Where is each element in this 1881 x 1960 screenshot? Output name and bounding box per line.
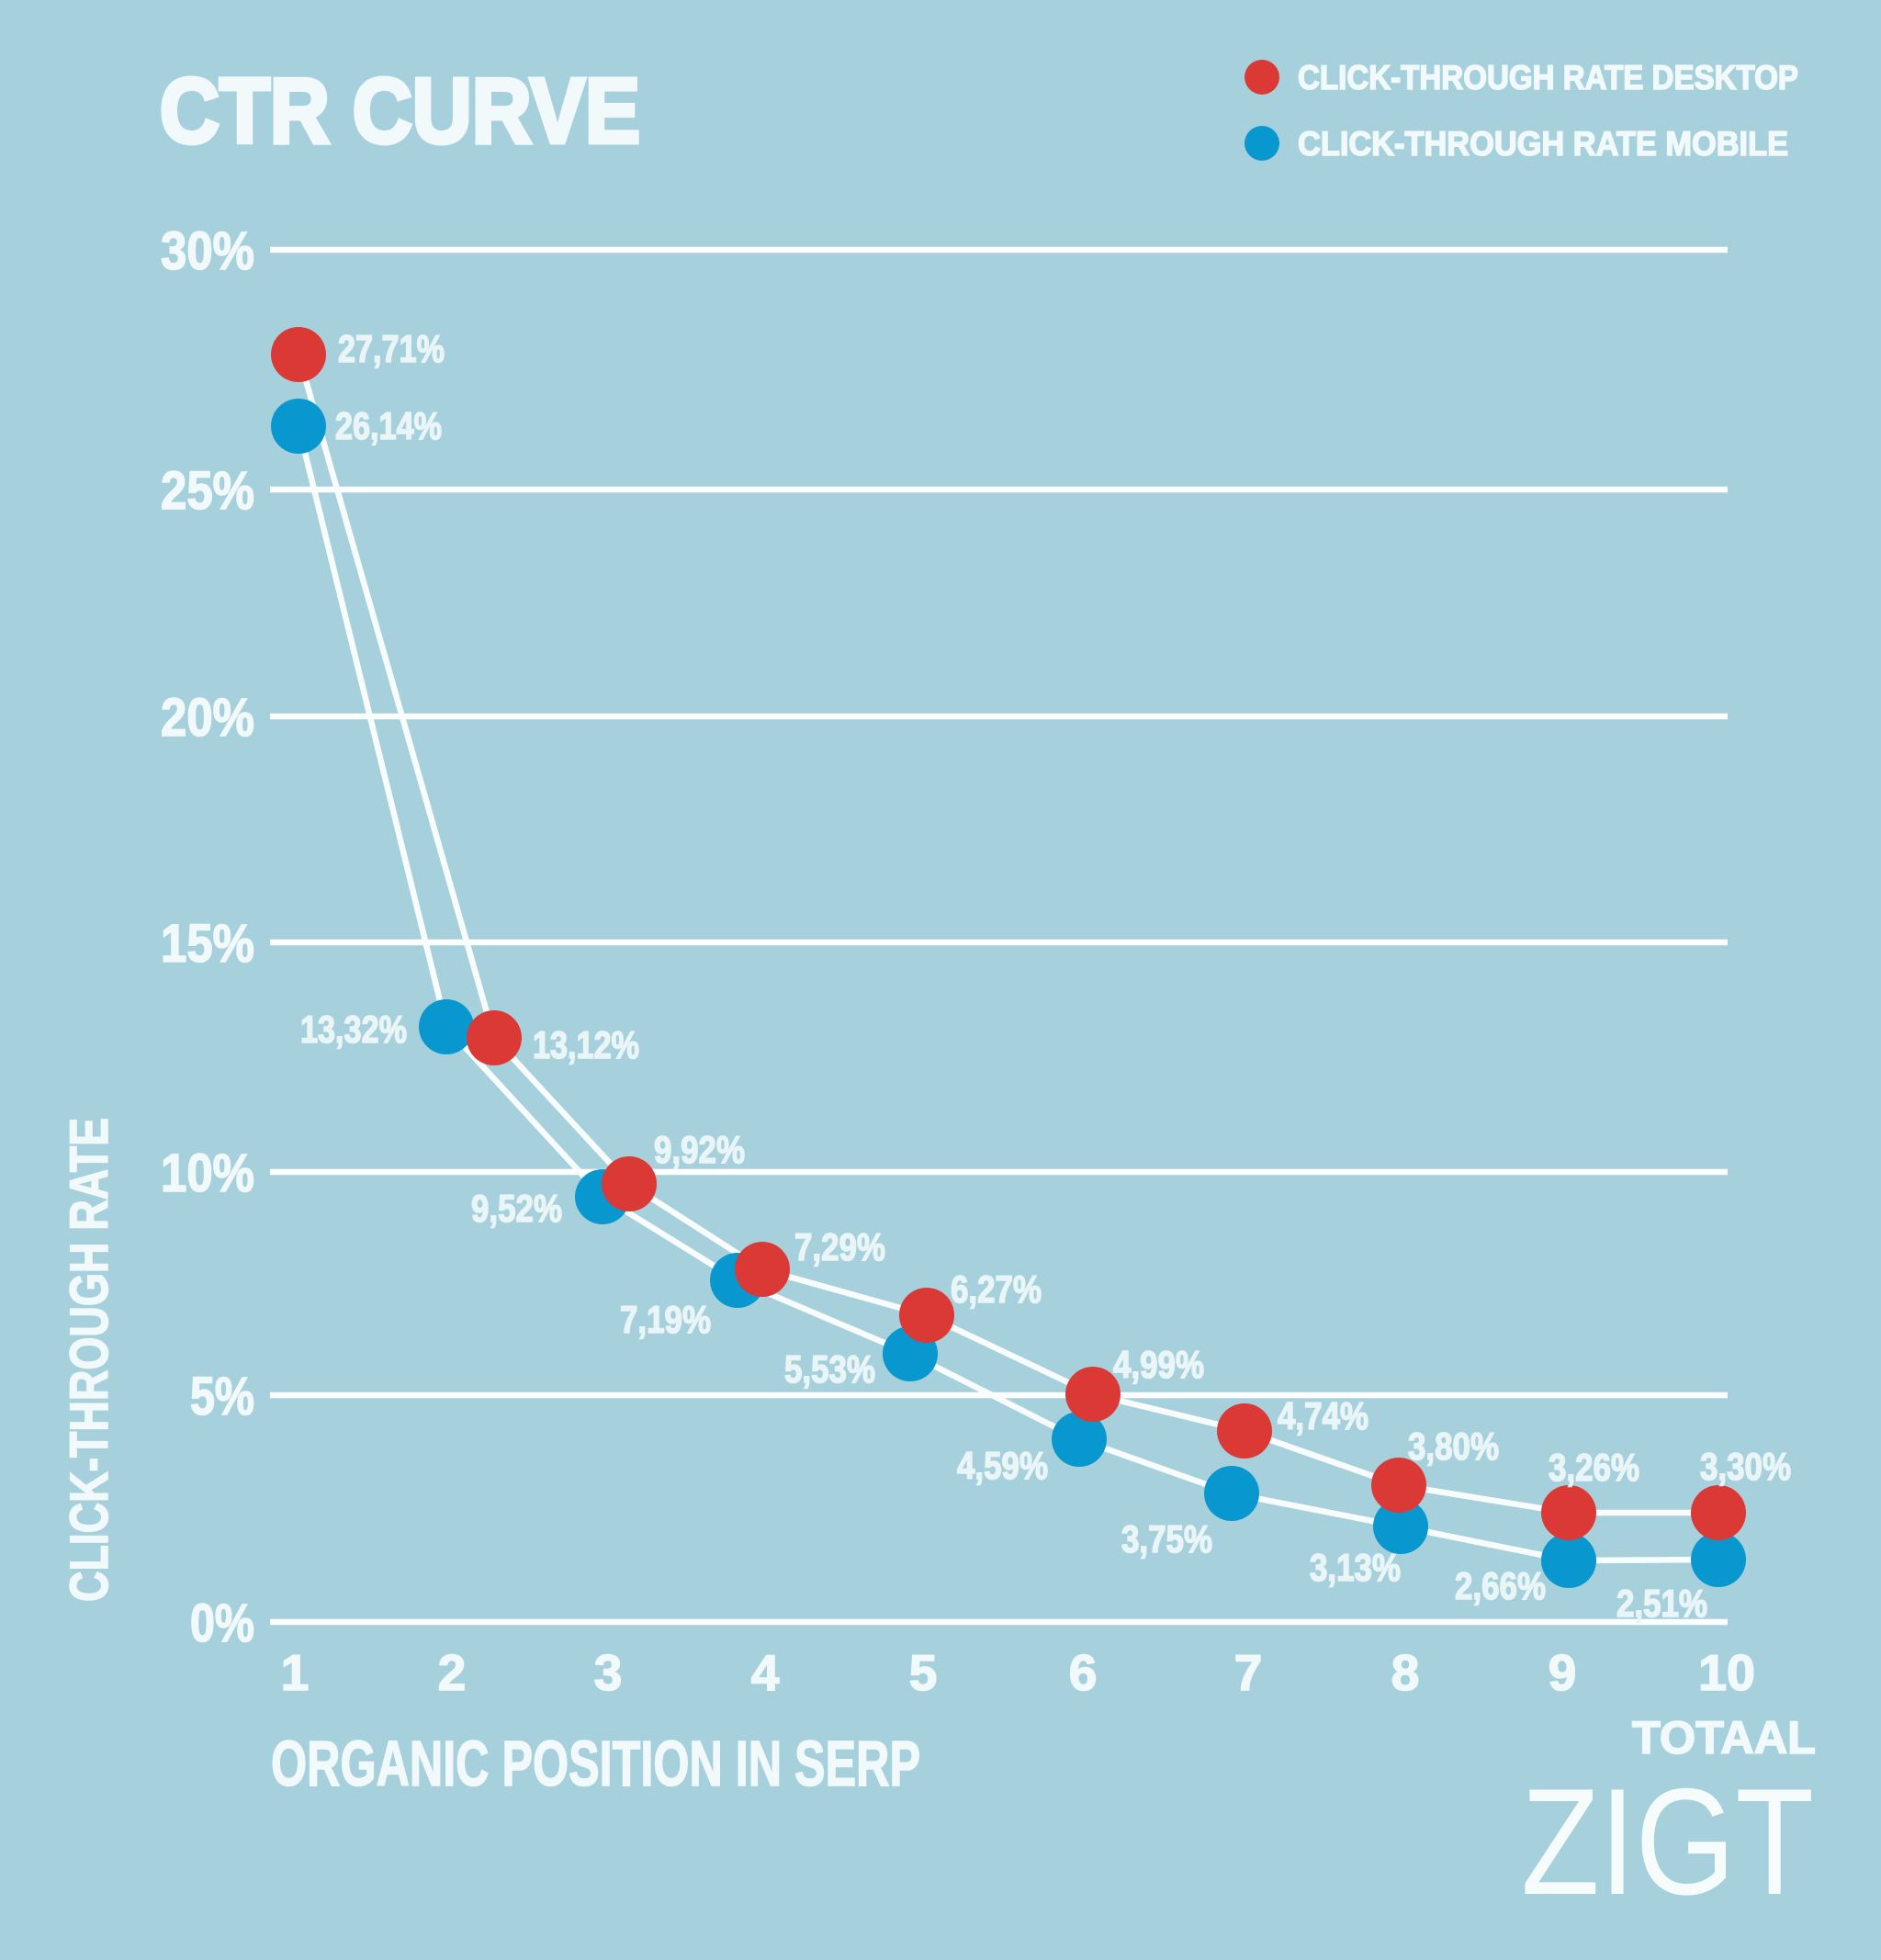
svg-text:9,52%: 9,52%	[471, 1187, 562, 1230]
svg-text:7: 7	[1234, 1644, 1263, 1701]
svg-text:4,59%: 4,59%	[957, 1444, 1048, 1487]
svg-text:25%: 25%	[161, 461, 254, 521]
svg-text:27,71%: 27,71%	[338, 327, 445, 370]
svg-text:30%: 30%	[161, 221, 254, 281]
svg-text:4: 4	[751, 1644, 780, 1701]
svg-text:3: 3	[594, 1644, 623, 1701]
svg-text:8: 8	[1391, 1644, 1420, 1701]
svg-text:6: 6	[1069, 1644, 1098, 1701]
svg-text:TOTAAL: TOTAAL	[1632, 1712, 1816, 1763]
svg-text:6,27%: 6,27%	[951, 1267, 1042, 1311]
svg-text:4,74%: 4,74%	[1278, 1394, 1369, 1437]
svg-text:CTR CURVE: CTR CURVE	[160, 60, 640, 163]
svg-text:5,53%: 5,53%	[784, 1347, 875, 1391]
svg-text:2,66%: 2,66%	[1455, 1564, 1546, 1607]
svg-text:0%: 0%	[190, 1594, 254, 1653]
svg-text:13,12%: 13,12%	[533, 1023, 639, 1066]
svg-text:3,26%: 3,26%	[1549, 1446, 1639, 1489]
svg-text:3,13%: 3,13%	[1310, 1546, 1401, 1589]
svg-text:CLICK-THROUGH RATE DESKTOP: CLICK-THROUGH RATE DESKTOP	[1298, 59, 1798, 96]
svg-text:7,19%: 7,19%	[620, 1298, 711, 1341]
svg-text:7,29%: 7,29%	[794, 1225, 885, 1268]
svg-text:3,75%: 3,75%	[1121, 1517, 1212, 1560]
svg-text:13,32%: 13,32%	[300, 1008, 407, 1051]
svg-text:9,92%: 9,92%	[654, 1128, 745, 1171]
svg-text:10%: 10%	[161, 1143, 254, 1203]
svg-text:CLICK-THROUGH RATE: CLICK-THROUGH RATE	[60, 1118, 119, 1602]
svg-text:CLICK-THROUGH RATE MOBILE: CLICK-THROUGH RATE MOBILE	[1298, 125, 1788, 163]
svg-text:2: 2	[438, 1644, 467, 1701]
svg-text:5: 5	[909, 1644, 938, 1701]
svg-text:10: 10	[1698, 1644, 1755, 1701]
svg-text:20%: 20%	[161, 688, 254, 748]
svg-text:4,99%: 4,99%	[1113, 1343, 1204, 1386]
svg-text:3,30%: 3,30%	[1700, 1445, 1791, 1488]
svg-text:1: 1	[281, 1644, 310, 1701]
svg-text:5%: 5%	[190, 1367, 254, 1426]
svg-text:ORGANIC POSITION IN SERP: ORGANIC POSITION IN SERP	[271, 1728, 920, 1799]
svg-text:3,80%: 3,80%	[1408, 1425, 1499, 1468]
svg-text:2,51%: 2,51%	[1616, 1582, 1707, 1625]
svg-text:15%: 15%	[161, 914, 254, 974]
svg-text:26,14%: 26,14%	[335, 404, 442, 447]
svg-text:ZIGT: ZIGT	[1521, 1757, 1814, 1926]
svg-text:9: 9	[1549, 1644, 1577, 1701]
